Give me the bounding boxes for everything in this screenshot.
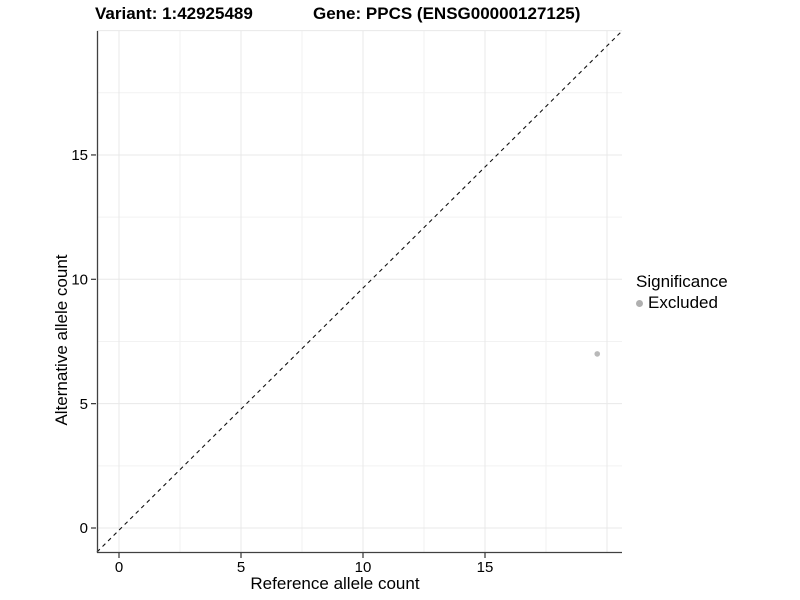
- x-tick-label: 0: [115, 559, 123, 576]
- x-tick-label: 5: [237, 559, 245, 576]
- identity-line: [96, 30, 623, 553]
- y-tick-label: 10: [71, 272, 88, 289]
- plot-title-gene: Gene: PPCS (ENSG00000127125): [313, 4, 581, 23]
- legend-marker-dot: [636, 299, 643, 307]
- x-axis-title: Reference allele count: [250, 574, 420, 593]
- legend-title: Significance: [636, 272, 728, 291]
- x-tick-label: 10: [355, 559, 372, 576]
- x-tick-label: 15: [477, 559, 494, 576]
- legend: Significance Excluded: [636, 272, 728, 313]
- plot-title-variant: Variant: 1:42925489: [95, 4, 253, 23]
- data-point: [594, 351, 601, 357]
- y-tick-label: 0: [80, 520, 88, 537]
- legend-item-label: Excluded: [648, 293, 718, 312]
- y-tick-label: 15: [71, 147, 88, 164]
- y-tick-label: 5: [80, 396, 88, 413]
- legend-item-excluded: Excluded: [636, 293, 728, 313]
- y-axis-title: Alternative allele count: [52, 254, 71, 426]
